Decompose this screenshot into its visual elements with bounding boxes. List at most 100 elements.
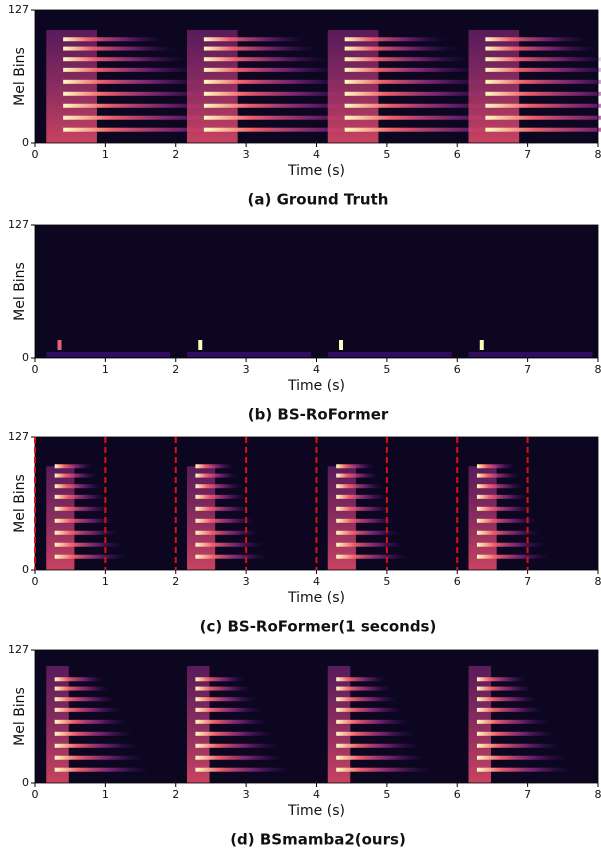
x-tick-label: 5: [383, 788, 390, 801]
harmonic-band: [477, 708, 544, 712]
y-axis-label: Mel Bins: [12, 474, 28, 533]
x-tick-label: 7: [524, 363, 531, 376]
x-axis-label: Time (s): [287, 803, 345, 819]
x-tick-label: 1: [102, 148, 109, 161]
x-tick-label: 7: [524, 575, 531, 588]
harmonic-band: [477, 495, 528, 499]
y-tick-label: 127: [8, 3, 29, 16]
spectral-burst: [46, 666, 69, 783]
x-axis-label: Time (s): [287, 378, 345, 394]
x-tick-label: 8: [595, 575, 601, 588]
harmonic-band: [195, 531, 259, 535]
spectral-smear: [328, 352, 452, 357]
harmonic-band: [336, 495, 387, 499]
harmonic-band: [477, 555, 550, 559]
harmonic-band: [336, 543, 405, 547]
harmonic-band: [195, 732, 273, 736]
x-tick-label: 5: [383, 363, 390, 376]
harmonic-band: [477, 720, 550, 724]
spectrogram: [35, 10, 601, 143]
spectral-burst: [187, 466, 215, 570]
harmonic-band: [63, 57, 189, 61]
x-tick-label: 5: [383, 148, 390, 161]
harmonic-band: [345, 37, 447, 41]
harmonic-band: [477, 768, 573, 772]
x-tick-label: 8: [595, 148, 601, 161]
harmonic-band: [63, 68, 201, 72]
spectral-burst: [328, 466, 356, 570]
x-tick-label: 3: [243, 575, 250, 588]
panel-caption: (c) BS-RoFormer(1 seconds): [200, 618, 437, 636]
spectral-burst: [187, 666, 210, 783]
harmonic-band: [195, 756, 285, 760]
harmonic-band: [485, 92, 601, 96]
x-tick-label: 7: [524, 148, 531, 161]
harmonic-band: [345, 68, 483, 72]
spectral-smear: [469, 352, 593, 357]
harmonic-band: [55, 543, 124, 547]
harmonic-band: [336, 687, 392, 691]
harmonic-band: [477, 543, 546, 547]
y-axis-label: Mel Bins: [12, 47, 28, 106]
harmonic-band: [485, 57, 601, 61]
x-tick-label: 7: [524, 788, 531, 801]
harmonic-band: [55, 697, 116, 701]
spectral-spot: [58, 340, 62, 350]
harmonic-band: [204, 47, 318, 51]
harmonic-band: [55, 708, 122, 712]
harmonic-band: [336, 555, 409, 559]
x-tick-label: 8: [595, 788, 601, 801]
harmonic-band: [195, 687, 251, 691]
harmonic-band: [485, 37, 587, 41]
x-axis-label: Time (s): [287, 590, 345, 606]
y-tick-label: 0: [22, 563, 29, 576]
harmonic-band: [477, 464, 515, 468]
x-tick-label: 2: [172, 788, 179, 801]
spectral-spot: [339, 340, 343, 350]
harmonic-band: [204, 37, 306, 41]
harmonic-band: [195, 677, 245, 681]
harmonic-band: [336, 720, 409, 724]
harmonic-band: [195, 484, 242, 488]
harmonic-band: [195, 555, 268, 559]
harmonic-band: [485, 104, 601, 108]
harmonic-band: [55, 507, 111, 511]
panel-caption: (a) Ground Truth: [248, 191, 389, 209]
harmonic-band: [63, 47, 177, 51]
x-tick-label: 3: [243, 788, 250, 801]
harmonic-band: [55, 677, 105, 681]
harmonic-band: [195, 768, 291, 772]
x-tick-label: 0: [32, 575, 39, 588]
harmonic-band: [55, 756, 145, 760]
harmonic-band: [336, 732, 414, 736]
x-tick-label: 4: [313, 575, 320, 588]
harmonic-band: [345, 47, 459, 51]
harmonic-band: [55, 474, 97, 478]
x-tick-label: 0: [32, 148, 39, 161]
spectral-smear: [46, 352, 170, 357]
spectral-spot: [480, 340, 484, 350]
x-tick-label: 0: [32, 363, 39, 376]
harmonic-band: [195, 720, 268, 724]
spectral-burst: [328, 666, 351, 783]
spectral-burst: [469, 666, 492, 783]
x-tick-label: 1: [102, 788, 109, 801]
spectral-burst: [46, 466, 74, 570]
x-tick-label: 1: [102, 363, 109, 376]
harmonic-band: [336, 507, 392, 511]
x-tick-label: 0: [32, 788, 39, 801]
y-tick-label: 127: [8, 643, 29, 656]
harmonic-band: [477, 687, 533, 691]
x-axis-label: Time (s): [287, 163, 345, 179]
harmonic-band: [345, 57, 471, 61]
harmonic-band: [336, 768, 432, 772]
harmonic-band: [336, 474, 378, 478]
harmonic-band: [477, 507, 533, 511]
x-tick-label: 6: [454, 363, 461, 376]
harmonic-band: [55, 687, 111, 691]
harmonic-band: [485, 47, 599, 51]
x-tick-label: 2: [172, 575, 179, 588]
panel-caption: (d) BSmamba2(ours): [230, 831, 406, 849]
harmonic-band: [195, 697, 256, 701]
